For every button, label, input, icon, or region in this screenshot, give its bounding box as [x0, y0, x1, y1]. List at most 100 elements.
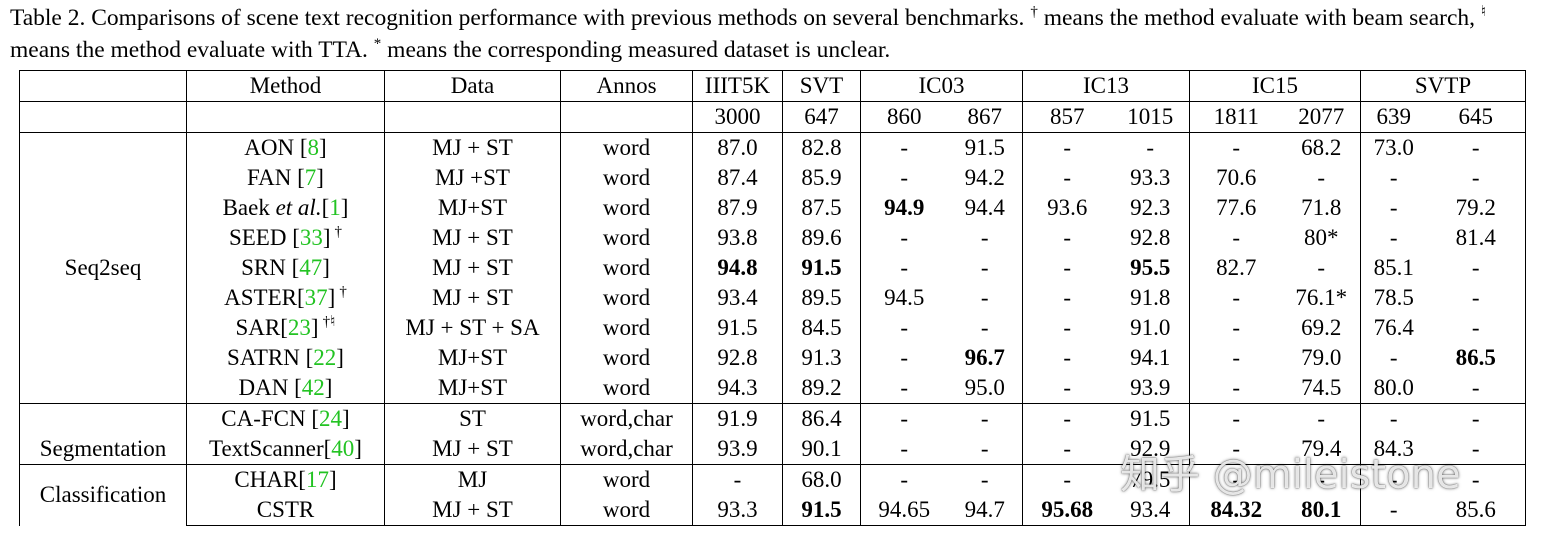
score-cell: 89.6: [782, 223, 861, 253]
score-value: 94.65: [878, 497, 931, 522]
score-cell: 71.8: [1282, 193, 1361, 223]
score-cell: -: [1360, 495, 1427, 526]
score-value: -: [1063, 375, 1072, 400]
score-cell: -: [1360, 403, 1427, 434]
table-row: CSTR MJ + ST word 93.3 91.5 94.65 94.7 95.68 93.…: [20, 495, 1526, 526]
score-cell: 92.8: [1111, 223, 1190, 253]
score-value: 91.9: [717, 406, 758, 431]
score-cell: 87.0: [692, 132, 783, 163]
score-cell: -: [692, 464, 783, 495]
dataset-size: 645: [1426, 101, 1526, 133]
dataset-size: 3000: [692, 101, 783, 133]
method-name: CSTR: [256, 497, 315, 522]
score-cell: 80*: [1282, 223, 1361, 253]
score-value: 92.8: [1130, 225, 1171, 250]
citation-link: 33: [299, 225, 323, 250]
score-cell: -: [1360, 464, 1427, 495]
group-label-seq2seq: Seq2seq: [19, 132, 187, 404]
annotation-cell: word: [560, 253, 693, 283]
dataset-header-ic03: IC03: [860, 70, 1023, 102]
score-value: 87.0: [717, 135, 758, 160]
table-row: SRN [47] MJ + ST word 94.8 91.5- - -95.5 82.7-8…: [20, 253, 1526, 283]
method-cell: CA-FCN [24]: [186, 403, 385, 434]
score-cell: 85.6: [1426, 495, 1526, 526]
score-cell: -: [1426, 464, 1526, 495]
eval-mark: †: [339, 284, 347, 300]
table-row: ASTER[37] † MJ + ST word 93.4 89.5 94.5- -91.8-…: [20, 283, 1526, 313]
score-value: 94.7: [964, 497, 1005, 522]
score-value: -: [900, 315, 909, 340]
caption-text-3: means the method evaluate with TTA.: [10, 37, 368, 63]
score-value: -: [1232, 467, 1241, 492]
score-cell: 93.6: [1023, 193, 1112, 223]
score-value: -: [1232, 135, 1241, 160]
table-body: Method Data Annos IIIT5K SVT IC03 IC13 IC15 SVTP…: [19, 70, 1526, 526]
score-cell: -: [1022, 373, 1112, 404]
training-data-cell: MJ +ST: [384, 163, 561, 193]
training-data-cell: MJ + ST: [384, 434, 561, 465]
method-name: SRN [: [241, 255, 300, 280]
score-value: 91.5: [1130, 406, 1171, 431]
score-value: 68.2: [1301, 135, 1342, 160]
caption-text-4: means the corresponding measured dataset…: [387, 37, 891, 63]
training-data-cell: MJ + ST: [384, 495, 561, 526]
method-name-end: ]: [322, 255, 330, 280]
score-value: -: [1471, 436, 1480, 461]
score-value: -: [900, 345, 909, 370]
score-cell: 77.6: [1190, 193, 1283, 223]
group-header-cell: [19, 70, 187, 102]
group-label-segmentation: Segmentation: [19, 403, 187, 465]
score-value: 91.3: [801, 345, 842, 370]
score-value: -: [1471, 255, 1480, 280]
score-cell: 94.9: [861, 193, 948, 223]
score-value: 94.4: [964, 195, 1005, 220]
sizes-row: 3000 647 860 867 857 1015 1811 2077 639 645: [19, 101, 1526, 133]
score-cell: 93.3: [692, 495, 783, 526]
score-cell: 93.3: [1111, 163, 1190, 193]
method-name-mid: [: [321, 195, 330, 220]
annotation-cell: word: [560, 464, 693, 495]
score-value: -: [980, 406, 989, 431]
score-value: 68.0: [801, 467, 842, 492]
score-cell: 79.5: [1111, 464, 1190, 495]
eval-mark: †♮: [322, 314, 336, 330]
score-value: 92.9: [1130, 436, 1171, 461]
score-cell: -: [1022, 464, 1112, 495]
score-cell: -: [1426, 403, 1526, 434]
score-cell: -: [1282, 464, 1361, 495]
score-value: 93.9: [717, 436, 758, 461]
score-cell: 70.6: [1190, 163, 1283, 193]
score-cell: -: [1361, 193, 1427, 223]
score-cell: 91.5: [1111, 403, 1190, 434]
score-value: -: [1232, 315, 1241, 340]
score-value: 86.4: [801, 406, 842, 431]
table-caption: Table 2. Comparisons of scene text recog…: [10, 2, 1535, 66]
score-cell: 93.4: [692, 283, 783, 313]
score-cell: 91.0: [1111, 313, 1190, 343]
score-value: -: [1471, 135, 1480, 160]
score-cell: 82.8: [782, 132, 861, 163]
score-value: 79.5: [1130, 467, 1171, 492]
method-name-end: ]: [322, 225, 331, 250]
citation-link: 8: [307, 135, 320, 160]
table-row: DAN [42] MJ+ST word 94.3 89.2-95.0-93.9-74.5…: [20, 373, 1526, 404]
score-cell: 79.0: [1282, 343, 1361, 373]
score-value: 70.6: [1216, 165, 1257, 190]
score-value: 76.1*: [1295, 285, 1348, 310]
score-cell: 85.1: [1361, 253, 1427, 283]
score-cell: 79.4: [1282, 434, 1361, 465]
score-cell: 91.5: [782, 253, 861, 283]
method-name: SAR[: [235, 315, 288, 340]
score-cell: -: [1361, 223, 1427, 253]
score-value: -: [980, 255, 989, 280]
score-value: 91.0: [1130, 315, 1171, 340]
dataset-size: 2077: [1282, 101, 1361, 133]
score-value: 93.3: [717, 497, 758, 522]
method-name: ASTER[: [224, 285, 305, 310]
group-label-classification: Classification: [19, 464, 187, 526]
score-value: -: [980, 315, 989, 340]
method-cell: Baek et al.[1]: [186, 193, 385, 223]
score-value: -: [1471, 315, 1480, 340]
citation-link: 47: [299, 255, 323, 280]
annotation-cell: word: [560, 283, 693, 313]
